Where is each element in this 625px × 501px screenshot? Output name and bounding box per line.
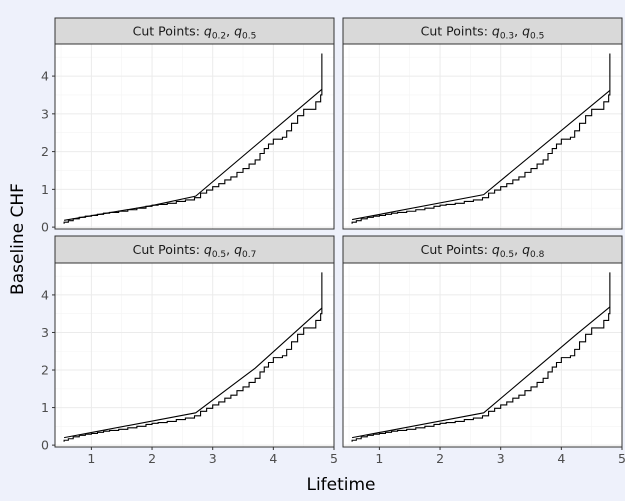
y-tick-label: 2: [41, 363, 49, 378]
x-tick-label: 1: [375, 451, 383, 466]
fitted-line: [64, 88, 323, 221]
facet-strip: [342, 235, 623, 264]
facet-panel-1: Cut Points: q0.2, q0.5 0 1 2 3 4: [41, 17, 335, 235]
y-tick-label: 1: [41, 400, 49, 415]
step-curve: [63, 272, 323, 442]
facet-panel-3: Cut Points: q0.5, q0.7 0 1 2 3 4 1 2 3 4 5: [41, 235, 338, 466]
panel-background: [343, 263, 622, 447]
y-tick-label: 4: [41, 69, 49, 84]
facet-strip: [54, 17, 335, 45]
panel-border: [54, 43, 335, 230]
facet-strip: [54, 235, 335, 264]
fitted-line: [63, 307, 323, 439]
x-tick-label: 3: [497, 451, 505, 466]
panel-background: [55, 263, 334, 447]
y-tick-label: 3: [41, 106, 49, 121]
x-tick-label: 4: [269, 451, 277, 466]
facet-strip-label: Cut Points: q0.2, q0.5: [133, 24, 257, 42]
facet-strip-label: Cut Points: q0.5, q0.7: [133, 242, 257, 260]
x-axis-title: Lifetime: [306, 475, 375, 495]
panel-border: [342, 43, 623, 230]
step-curve: [351, 272, 611, 442]
y-axis-title: Baseline CHF: [8, 183, 28, 295]
facet-panel-2: Cut Points: q0.3, q0.5: [342, 17, 623, 230]
x-tick-label: 3: [209, 451, 217, 466]
x-tick-label: 5: [330, 451, 338, 466]
y-tick-label: 3: [41, 325, 49, 340]
step-curve: [351, 53, 611, 224]
facet-strip-label: Cut Points: q0.3, q0.5: [421, 24, 545, 42]
y-tick-label: 4: [41, 287, 49, 302]
facet-strip: [342, 17, 623, 45]
fitted-line: [351, 90, 611, 221]
y-tick-label: 0: [41, 438, 49, 453]
facet-strip-label: Cut Points: q0.5, q0.8: [421, 242, 545, 260]
step-curve: [63, 53, 323, 224]
facet-panel-4: Cut Points: q0.5, q0.8 1 2 3 4 5: [342, 235, 625, 466]
panel-background: [55, 44, 334, 229]
x-tick-label: 2: [436, 451, 444, 466]
fitted-line: [351, 306, 611, 439]
y-tick-label: 0: [41, 220, 49, 235]
panel-border: [54, 262, 335, 448]
x-tick-label: 2: [148, 451, 156, 466]
x-tick-label: 5: [618, 451, 625, 466]
x-tick-label: 4: [557, 451, 565, 466]
panel-border: [342, 262, 623, 448]
x-tick-label: 1: [87, 451, 95, 466]
y-tick-label: 2: [41, 144, 49, 159]
panel-background: [343, 44, 622, 229]
y-tick-label: 1: [41, 182, 49, 197]
